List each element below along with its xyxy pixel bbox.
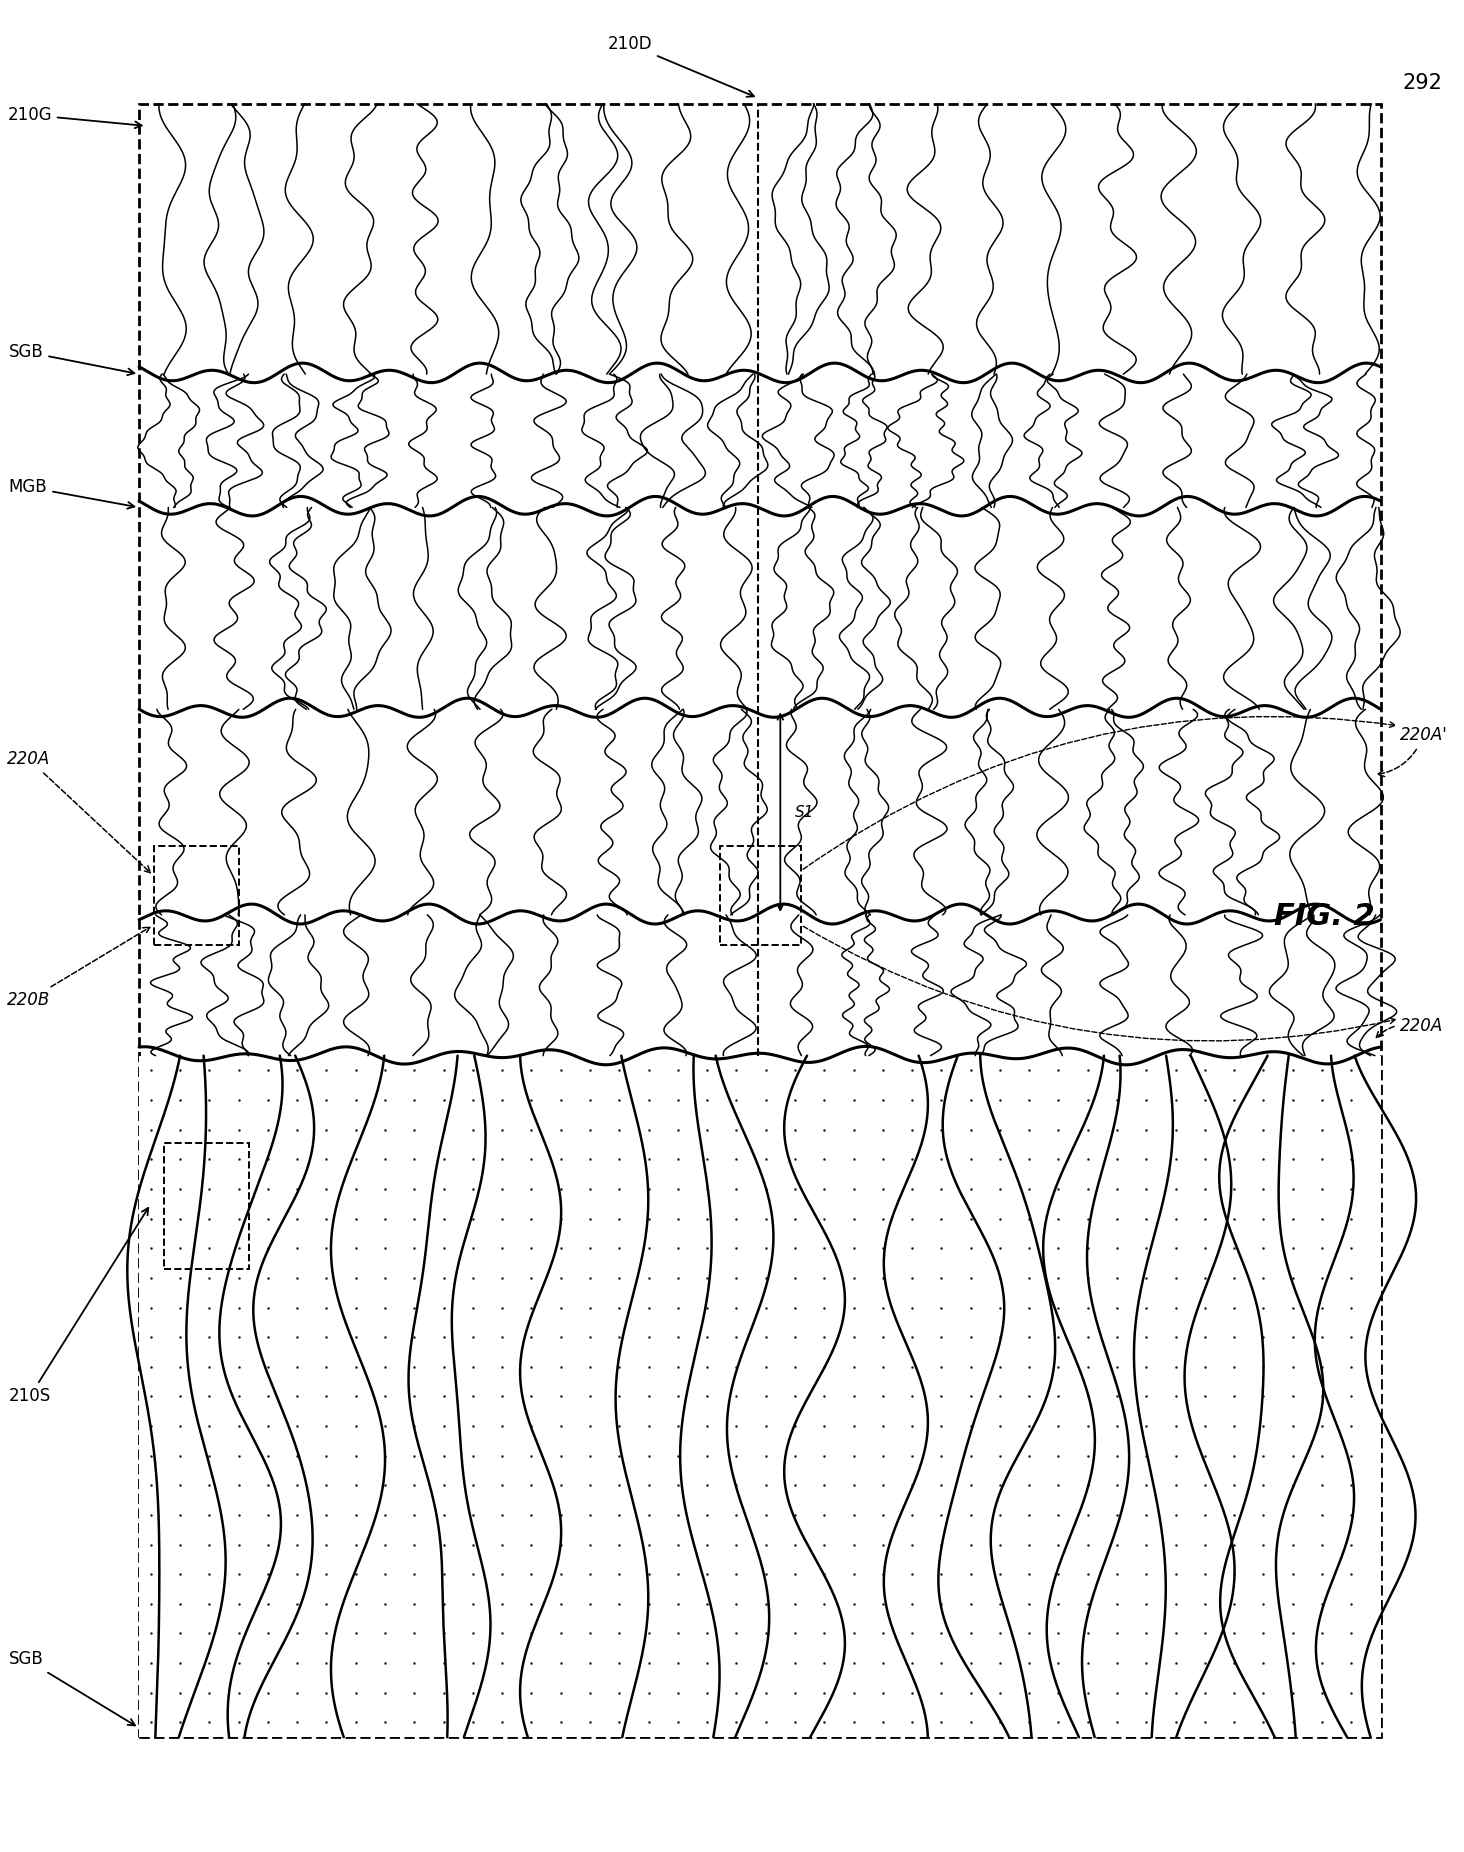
Text: 210D: 210D [608, 35, 754, 96]
Text: MGB: MGB [9, 478, 135, 509]
Text: 210G: 210G [7, 106, 142, 128]
Text: 220A: 220A [1376, 1017, 1444, 1037]
Text: SGB: SGB [9, 343, 135, 376]
Text: 220A: 220A [7, 750, 151, 872]
Text: 292: 292 [1403, 72, 1442, 93]
Text: 220B: 220B [7, 928, 149, 1009]
Text: 220A': 220A' [1378, 726, 1448, 776]
Text: FIG. 2: FIG. 2 [1274, 902, 1375, 932]
Bar [139, 1056, 1381, 1737]
Text: S1: S1 [795, 804, 814, 820]
Text: 210S: 210S [9, 1208, 148, 1406]
Text: SGB: SGB [9, 1650, 135, 1726]
